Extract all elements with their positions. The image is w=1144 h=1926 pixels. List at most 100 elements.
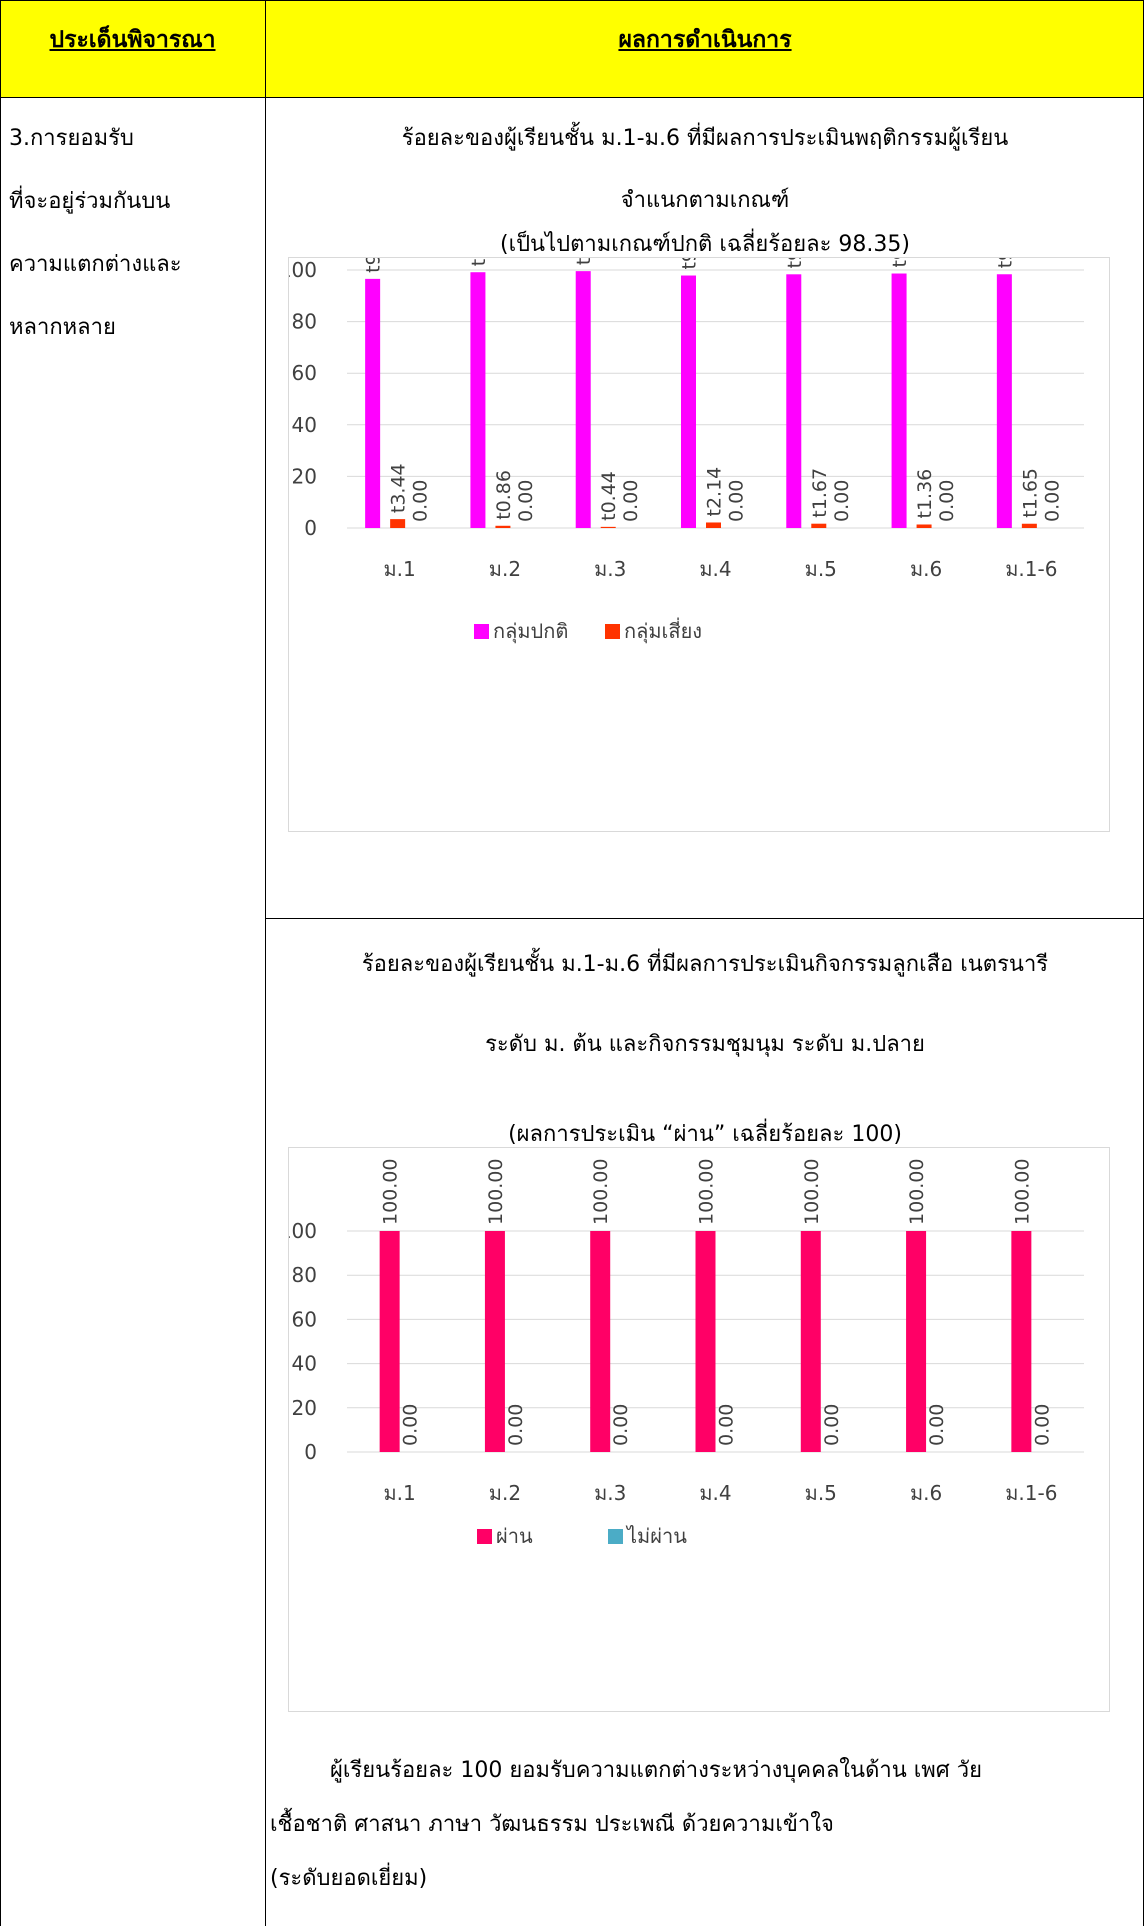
chart1-title-line1: ร้อยละของผู้เรียนชั้น ม.1-ม.6 ที่มีผลการ… (401, 126, 1009, 151)
bar (1011, 1231, 1032, 1452)
data-label: t2.14 (704, 467, 726, 517)
bar (695, 1231, 716, 1452)
bar (575, 271, 591, 528)
legend-label: ผ่าน (496, 1524, 533, 1548)
y-tick-label: 60 (292, 361, 317, 385)
x-tick-label: ม.3 (594, 1481, 626, 1505)
data-label: t0.86 (493, 470, 515, 520)
bar (706, 522, 721, 528)
data-label: 100.00 (801, 1159, 823, 1225)
data-label: 0.00 (1031, 1404, 1053, 1446)
y-tick-label: 20 (292, 1396, 317, 1420)
y-tick-label: 0 (304, 1440, 317, 1464)
header-result-label: ผลการดำเนินการ (618, 27, 792, 53)
data-label: t97.86 (679, 258, 701, 270)
legend-swatch (477, 1529, 492, 1544)
data-label: 0.00 (726, 480, 748, 522)
y-tick-label: 40 (292, 413, 317, 437)
y-tick-label: 0 (304, 516, 317, 540)
x-tick-label: ม.4 (699, 557, 731, 581)
bar (811, 523, 827, 528)
chart2-title-line1: ร้อยละของผู้เรียนชั้น ม.1-ม.6 ที่มีผลการ… (361, 952, 1049, 977)
legend-label: กลุ่มเสี่ยง (624, 617, 702, 644)
bar (996, 274, 1012, 528)
bar (916, 524, 932, 528)
data-label: 100.00 (380, 1159, 402, 1225)
legend-swatch (608, 1529, 623, 1544)
behavior-chart: 020406080100ม.1t96.56t3.440.00ม.2t99.14t… (279, 203, 1110, 832)
y-tick-label: 20 (292, 464, 317, 488)
topic-line: ความแตกต่างและ (9, 252, 182, 277)
table-border-left (0, 0, 1, 1926)
data-label: t1.65 (1019, 468, 1041, 518)
y-tick-label: 100 (289, 258, 317, 282)
bar (495, 525, 511, 528)
data-label: 0.00 (610, 1404, 632, 1446)
y-tick-label: 40 (292, 1352, 317, 1376)
data-label: 100.00 (485, 1159, 507, 1225)
data-label: 100.00 (590, 1159, 612, 1225)
data-label: t1.67 (809, 468, 831, 518)
bar (390, 519, 406, 528)
data-label: 100.00 (1011, 1159, 1033, 1225)
data-label: 0.00 (936, 480, 958, 522)
x-tick-label: ม.2 (489, 557, 521, 581)
legend-label: กลุ่มปกติ (493, 619, 568, 644)
x-tick-label: ม.3 (594, 557, 626, 581)
bar (379, 1231, 400, 1452)
bar (906, 1231, 927, 1452)
x-tick-label: ม.4 (699, 1481, 731, 1505)
bar (800, 1231, 821, 1452)
y-tick-label: 100 (289, 1219, 317, 1243)
data-label: 0.00 (400, 1404, 422, 1446)
topic-line: หลากหลาย (9, 315, 116, 340)
activity-chart-svg: 0 20 40 60 80 100 ม.1 100.00 0.00 ม.2 100.00 0.00 ม.… (279, 1159, 1084, 1548)
topic-line: 3.การยอมรับ (9, 126, 134, 151)
data-label: 100.00 (906, 1159, 928, 1225)
data-label: 0.00 (926, 1404, 948, 1446)
chart2-title-line3: (ผลการประเมิน “ผ่าน” เฉลี่ยร้อยละ 100) (508, 1122, 902, 1147)
topic-line: ที่จะอยู่ร่วมกันบน (9, 189, 171, 214)
bar (470, 272, 486, 528)
header-cell-topic: ประเด็นพิจารณา (0, 0, 265, 97)
y-tick-label: 80 (292, 1263, 317, 1287)
bar (1021, 523, 1037, 528)
header-cell-result: ผลการดำเนินการ (266, 0, 1144, 97)
data-label: 0.00 (716, 1404, 738, 1446)
data-label: 100.00 (696, 1159, 718, 1225)
summary-line1: ผู้เรียนร้อยละ 100 ยอมรับความแตกต่างระหว… (330, 1758, 982, 1783)
x-tick-label: ม.1 (384, 1481, 416, 1505)
summary-line3: (ระดับยอดเยี่ยม) (270, 1866, 428, 1891)
chart2-title-line2: ระดับ ม. ต้น และกิจกรรมชุมนุม ระดับ ม.ปล… (485, 1032, 925, 1057)
data-label: 0.00 (515, 480, 537, 522)
data-label: t1.36 (914, 469, 936, 519)
data-label: t96.56 (363, 258, 385, 273)
x-tick-label: ม.6 (910, 1481, 942, 1505)
bar (590, 1231, 611, 1452)
bar (484, 1231, 505, 1452)
data-label: 0.00 (821, 1404, 843, 1446)
bar (891, 273, 907, 528)
activity-chart: 0 20 40 60 80 100 ม.1 100.00 0.00 ม.2 100.00 0.00 ม.… (279, 1147, 1110, 1712)
y-tick-label: 80 (292, 310, 317, 334)
chart1-title-line2: จำแนกตามเกณฑ์ (620, 188, 790, 213)
x-tick-label: ม.6 (910, 557, 942, 581)
data-label: 0.00 (620, 480, 642, 522)
y-tick-label: 60 (292, 1307, 317, 1331)
x-tick-label: ม.2 (489, 1481, 521, 1505)
data-label: t99.14 (468, 258, 490, 266)
behavior-chart-svg: 020406080100ม.1t96.56t3.440.00ม.2t99.14t… (279, 203, 1084, 644)
data-label: 0.00 (1041, 480, 1063, 522)
data-label: t98.35 (994, 258, 1016, 268)
bar (681, 275, 696, 528)
x-tick-label: ม.1-6 (1005, 1481, 1057, 1505)
data-label: t99.56 (573, 258, 595, 265)
column-divider (265, 0, 266, 1926)
header-divider (0, 97, 1144, 98)
x-tick-label: ม.1-6 (1005, 557, 1057, 581)
bar (600, 526, 616, 528)
bar (365, 278, 381, 528)
chart1-title-line3: (เป็นไปตามเกณฑ์ปกติ เฉลี่ยร้อยละ 98.35) (499, 232, 910, 257)
summary-line2: เชื้อชาติ ศาสนา ภาษา วัฒนธรรม ประเพณี ด้… (270, 1812, 834, 1837)
